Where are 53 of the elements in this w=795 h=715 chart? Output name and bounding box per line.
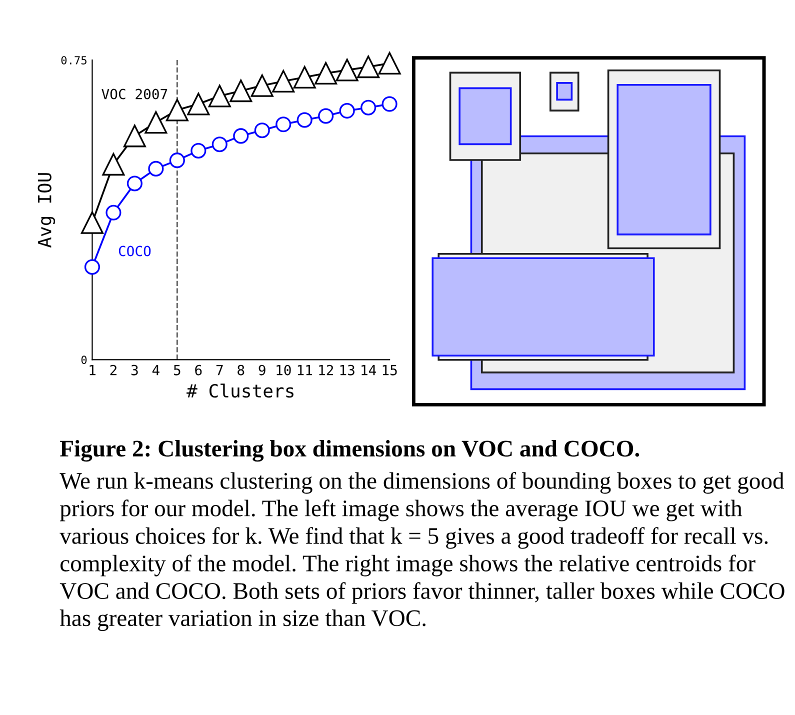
- point: [339, 103, 355, 119]
- point: [272, 70, 295, 92]
- y-tick-label: 0.75: [61, 56, 86, 64]
- point: [230, 80, 252, 102]
- x-tick-label: 7: [216, 365, 223, 376]
- point: [212, 136, 228, 152]
- x-tick-label: 10: [276, 364, 291, 376]
- x-tick-label: 3: [131, 364, 138, 376]
- x-tick-label: 1: [90, 365, 96, 376]
- x-tick-label: 5: [174, 365, 180, 376]
- point: [187, 92, 210, 116]
- point: [233, 128, 249, 144]
- series-label: VOC 2007: [102, 88, 168, 100]
- point: [144, 111, 168, 134]
- y-axis-title: Avg IOU: [38, 173, 56, 248]
- x-tick-label: 6: [195, 364, 202, 376]
- point: [148, 160, 164, 176]
- point: [357, 56, 380, 78]
- point: [378, 52, 401, 75]
- point: [318, 108, 334, 124]
- point: [250, 74, 274, 97]
- point: [126, 176, 142, 192]
- x-axis-title: # Clusters: [186, 384, 294, 398]
- x-tick-label: 12: [319, 364, 334, 376]
- x-tick-label: 2: [110, 364, 116, 376]
- caption: Figure 2: Clustering box dimensions on VOC and COCO.: [60, 440, 640, 462]
- point: [276, 116, 292, 132]
- point: [106, 204, 122, 220]
- point: [169, 152, 185, 168]
- point: [208, 84, 231, 108]
- point: [336, 58, 358, 82]
- x-tick-label: 8: [238, 364, 244, 376]
- x-tick-label: 15: [382, 365, 397, 376]
- x-tick-label: 4: [152, 365, 160, 376]
- x-tick-label: 14: [362, 365, 376, 376]
- point: [166, 98, 188, 122]
- text: We run k-means clustering on the dimensions of bounding boxes to get good priors for our model. The left image shows the average IOU we get with various choices for k. We find that k = 5 gives a good tradeoff for recall vs. complexity of the model. The right image shows the relative centroids for VOC and COCO. Both sets of priors favor thinner, taller boxes while COCO has greater variation in size than VOC.: [60, 472, 784, 632]
- point: [84, 259, 100, 275]
- series-label: COCO: [118, 246, 151, 256]
- point: [293, 66, 316, 88]
- point: [254, 122, 270, 138]
- point: [314, 62, 338, 84]
- point: [382, 96, 398, 112]
- point: [360, 100, 376, 116]
- x-tick-label: 11: [298, 365, 312, 376]
- point: [296, 112, 312, 128]
- x-tick-label: 9: [258, 364, 266, 376]
- y-tick-label: 0: [81, 356, 87, 364]
- point: [102, 153, 125, 176]
- point: [123, 124, 146, 148]
- point: [190, 142, 206, 159]
- point: [80, 211, 104, 234]
- x-tick-label: 13: [340, 364, 354, 376]
